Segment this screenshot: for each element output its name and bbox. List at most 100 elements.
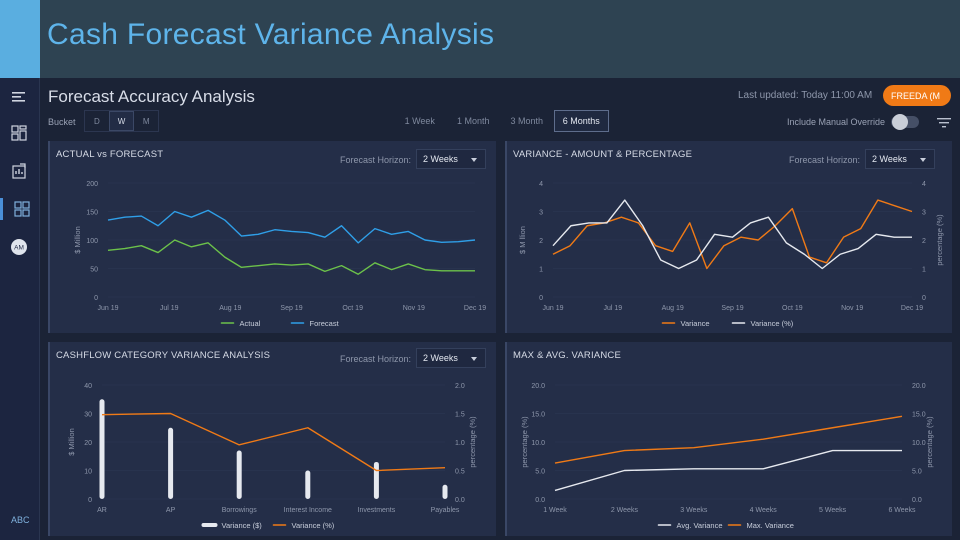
panel-title: MAX & AVG. VARIANCE bbox=[513, 350, 621, 361]
y-right-tick-label: 1.5 bbox=[455, 412, 465, 419]
y-axis-label: $ Million bbox=[67, 428, 76, 456]
x-tick-label: Nov 19 bbox=[841, 305, 863, 312]
y-right-tick-label: 0.0 bbox=[455, 497, 465, 504]
legend-label: Variance (%) bbox=[751, 319, 794, 328]
series-line bbox=[554, 415, 903, 464]
bucket-option-d[interactable]: D bbox=[93, 116, 100, 126]
y-axis-right-label: percentage (%) bbox=[468, 416, 477, 468]
variance-amount-chart: 0 1 2 3 4 0 1 2 3 4 $ M llion percentage (%) Jun 19 J… bbox=[518, 181, 944, 328]
y-right-tick-label: 5.0 bbox=[912, 469, 922, 476]
x-tick-label: 1 Week bbox=[543, 507, 567, 514]
x-tick-label: Oct 19 bbox=[342, 305, 363, 312]
x-tick-label: 2 Weeks bbox=[611, 507, 639, 514]
y-tick-label: 40 bbox=[84, 383, 92, 390]
horizon-value: 2 Weeks bbox=[423, 353, 458, 363]
horizon-select[interactable]: 2 Weeks bbox=[416, 348, 486, 368]
y-axis-label: percentage (%) bbox=[520, 416, 529, 468]
chevron-down-icon bbox=[471, 357, 477, 361]
filter-icon[interactable] bbox=[937, 116, 951, 134]
dashboard-icon[interactable] bbox=[8, 122, 30, 144]
x-tick-label: Nov 19 bbox=[403, 305, 425, 312]
y-tick-label: 100 bbox=[86, 238, 98, 245]
y-tick-label: 15.0 bbox=[531, 412, 545, 419]
y-tick-label: 200 bbox=[86, 181, 98, 188]
footer-label: ABC bbox=[11, 515, 30, 525]
period-1-week[interactable]: 1 Week bbox=[404, 116, 435, 126]
bucket-label: Bucket bbox=[48, 117, 76, 127]
user-menu-button[interactable]: FREEDA (M bbox=[883, 85, 951, 106]
avatar-initials: AM bbox=[14, 245, 24, 252]
y-tick-label: 10 bbox=[84, 469, 92, 476]
menu-icon[interactable] bbox=[8, 86, 30, 108]
series-line bbox=[107, 209, 476, 244]
series-line bbox=[554, 449, 902, 492]
y-tick-label: 3 bbox=[539, 210, 543, 217]
legend-label: Forecast bbox=[310, 319, 340, 328]
horizon-label: Forecast Horizon: bbox=[340, 155, 412, 165]
horizon-select[interactable]: 2 Weeks bbox=[416, 149, 486, 169]
x-tick-label: Interest Income bbox=[284, 507, 332, 514]
bucket-option-m[interactable]: M bbox=[142, 116, 150, 126]
panel-title: CASHFLOW CATEGORY VARIANCE ANALYSIS bbox=[56, 350, 271, 361]
y-tick-label: 1 bbox=[539, 267, 543, 274]
period-3-month[interactable]: 3 Month bbox=[510, 116, 544, 126]
y-tick-label: 0.0 bbox=[535, 497, 545, 504]
y-right-tick-label: 0.5 bbox=[455, 469, 465, 476]
x-tick-label: 4 Weeks bbox=[750, 507, 778, 514]
chevron-down-icon bbox=[920, 158, 926, 162]
legend-label: Variance ($) bbox=[222, 521, 263, 530]
report-icon[interactable] bbox=[8, 160, 30, 182]
cashflow-category-panel: 0 10 20 30 40 0.0 0.5 1.0 1.5 2.0 $ Million percent… bbox=[48, 342, 496, 536]
horizon-value: 2 Weeks bbox=[423, 154, 458, 164]
x-tick-label: AP bbox=[166, 507, 176, 514]
legend-label: Avg. Variance bbox=[677, 521, 723, 530]
manual-override-label: Include Manual Override bbox=[787, 117, 886, 127]
bucket-option-w[interactable]: W bbox=[108, 111, 135, 131]
horizon-label: Forecast Horizon: bbox=[789, 155, 861, 165]
y-right-tick-label: 0 bbox=[922, 295, 926, 302]
cashflow-category-chart: 0 10 20 30 40 0.0 0.5 1.0 1.5 2.0 $ Million percent… bbox=[67, 383, 477, 530]
slide-title: Cash Forecast Variance Analysis bbox=[47, 18, 495, 51]
x-tick-label: Dec 19 bbox=[901, 305, 923, 312]
y-tick-label: 20 bbox=[84, 440, 92, 447]
horizon-select[interactable]: 2 Weeks bbox=[865, 149, 935, 169]
y-right-tick-label: 20.0 bbox=[912, 383, 926, 390]
x-tick-label: Jul 19 bbox=[160, 305, 179, 312]
last-updated-text: Last updated: Today 11:00 AM bbox=[738, 90, 873, 101]
legend-label: Max. Variance bbox=[747, 521, 794, 530]
dashboard-app: AM ABC Forecast Accuracy Analysis Last u… bbox=[0, 78, 960, 540]
analysis-icon[interactable] bbox=[0, 198, 40, 220]
x-tick-label: 3 Weeks bbox=[680, 507, 708, 514]
x-tick-label: 6 Weeks bbox=[888, 507, 916, 514]
y-right-tick-label: 10.0 bbox=[912, 440, 926, 447]
x-tick-label: 5 Weeks bbox=[819, 507, 847, 514]
y-right-tick-label: 2.0 bbox=[455, 383, 465, 390]
toggle-knob bbox=[892, 114, 908, 130]
series-line bbox=[552, 199, 912, 270]
avatar[interactable]: AM bbox=[8, 236, 30, 258]
series-line bbox=[107, 239, 475, 275]
period-6-months[interactable]: 6 Months bbox=[553, 110, 609, 132]
horizon-label: Forecast Horizon: bbox=[340, 354, 412, 364]
variance-amount-panel: 0 1 2 3 4 0 1 2 3 4 $ M llion percentage (%) Jun 19 J… bbox=[505, 141, 952, 333]
y-tick-label: 4 bbox=[539, 181, 543, 188]
manual-override-toggle[interactable] bbox=[891, 114, 919, 130]
horizon-value: 2 Weeks bbox=[872, 154, 907, 164]
series-line bbox=[101, 412, 446, 472]
y-tick-label: 5.0 bbox=[535, 469, 545, 476]
page-title: Forecast Accuracy Analysis bbox=[48, 87, 255, 106]
y-right-tick-label: 2 bbox=[922, 238, 926, 245]
sidebar: AM ABC bbox=[0, 78, 40, 540]
y-tick-label: 0 bbox=[94, 295, 98, 302]
x-tick-label: Jun 19 bbox=[97, 305, 118, 312]
max-avg-variance-chart: 0.0 5.0 10.0 15.0 20.0 0.0 5.0 10.0 15.0 20.0 perc… bbox=[520, 383, 934, 530]
x-tick-label: Jul 19 bbox=[603, 305, 622, 312]
y-tick-label: 30 bbox=[84, 412, 92, 419]
legend-label: Variance (%) bbox=[292, 521, 335, 530]
period-1-month[interactable]: 1 Month bbox=[456, 116, 490, 126]
y-tick-label: 0 bbox=[88, 497, 92, 504]
bar bbox=[305, 470, 311, 499]
period-selector: 1 Week 1 Month 3 Month 6 Months bbox=[393, 110, 609, 132]
y-tick-label: 10.0 bbox=[531, 440, 545, 447]
